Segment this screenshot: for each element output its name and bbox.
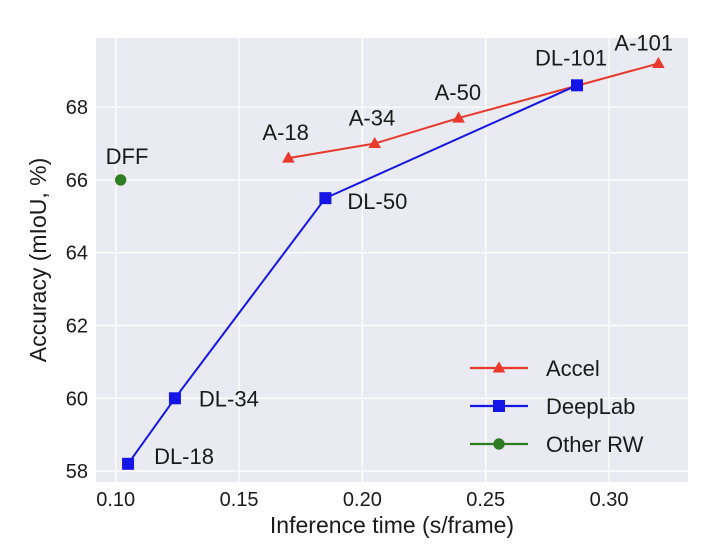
- accel-point: [652, 56, 665, 68]
- point-label: DL-18: [154, 444, 214, 469]
- accel-point: [368, 136, 382, 149]
- other-rw-point: [114, 174, 127, 186]
- plot-area: [96, 38, 688, 482]
- y-tick-label: 68: [66, 97, 88, 119]
- legend-accel-label: Accel: [546, 356, 600, 381]
- deeplab-point: [168, 392, 181, 405]
- legend-accel-marker: [492, 361, 506, 373]
- accel-line: [288, 62, 659, 160]
- series-lines: [114, 56, 665, 470]
- x-tick-label: 0.15: [220, 489, 259, 511]
- point-label: DL-101: [535, 45, 607, 70]
- y-tick-label: 66: [66, 170, 88, 192]
- x-tick-label: 0.20: [343, 489, 382, 511]
- point-label: DL-34: [199, 386, 259, 411]
- point-label: A-18: [262, 120, 308, 145]
- y-tick-label: 58: [66, 461, 88, 483]
- point-label: DFF: [106, 144, 149, 169]
- x-axis-label: Inference time (s/frame): [270, 512, 514, 538]
- point-labels: A-18 A-34 A-50 A-101 DL-18 DL-34 DL-50 DL-101 DF…: [106, 30, 673, 468]
- deeplab-point: [571, 79, 583, 92]
- y-tick-label: 62: [66, 316, 88, 338]
- accel-point: [452, 111, 465, 123]
- x-tick-label: 0.25: [466, 489, 505, 511]
- grid: [96, 38, 688, 482]
- legend-other-rw-marker: [493, 438, 505, 450]
- x-axis-ticks: 0.10 0.15 0.20 0.25 0.30: [96, 489, 628, 511]
- deeplab-point: [319, 192, 332, 205]
- legend-deeplab-marker: [493, 400, 505, 412]
- y-axis-label: Accuracy (mIoU, %): [25, 158, 51, 362]
- point-label: A-101: [614, 30, 673, 55]
- y-axis-ticks: 58 60 62 64 66 68: [66, 97, 88, 483]
- x-tick-label: 0.10: [96, 489, 135, 511]
- x-tick-label: 0.30: [590, 489, 629, 511]
- legend: Accel DeepLab Other RW: [470, 356, 644, 457]
- accel-point: [282, 151, 295, 163]
- deeplab-line: [127, 84, 578, 465]
- deeplab-point: [122, 457, 135, 470]
- legend-other-rw-label: Other RW: [546, 432, 644, 457]
- point-label: DL-50: [347, 189, 407, 214]
- y-tick-label: 60: [66, 388, 88, 410]
- y-tick-label: 64: [66, 243, 88, 265]
- point-label: A-50: [435, 80, 481, 105]
- point-label: A-34: [349, 106, 395, 131]
- legend-deeplab-label: DeepLab: [546, 394, 635, 419]
